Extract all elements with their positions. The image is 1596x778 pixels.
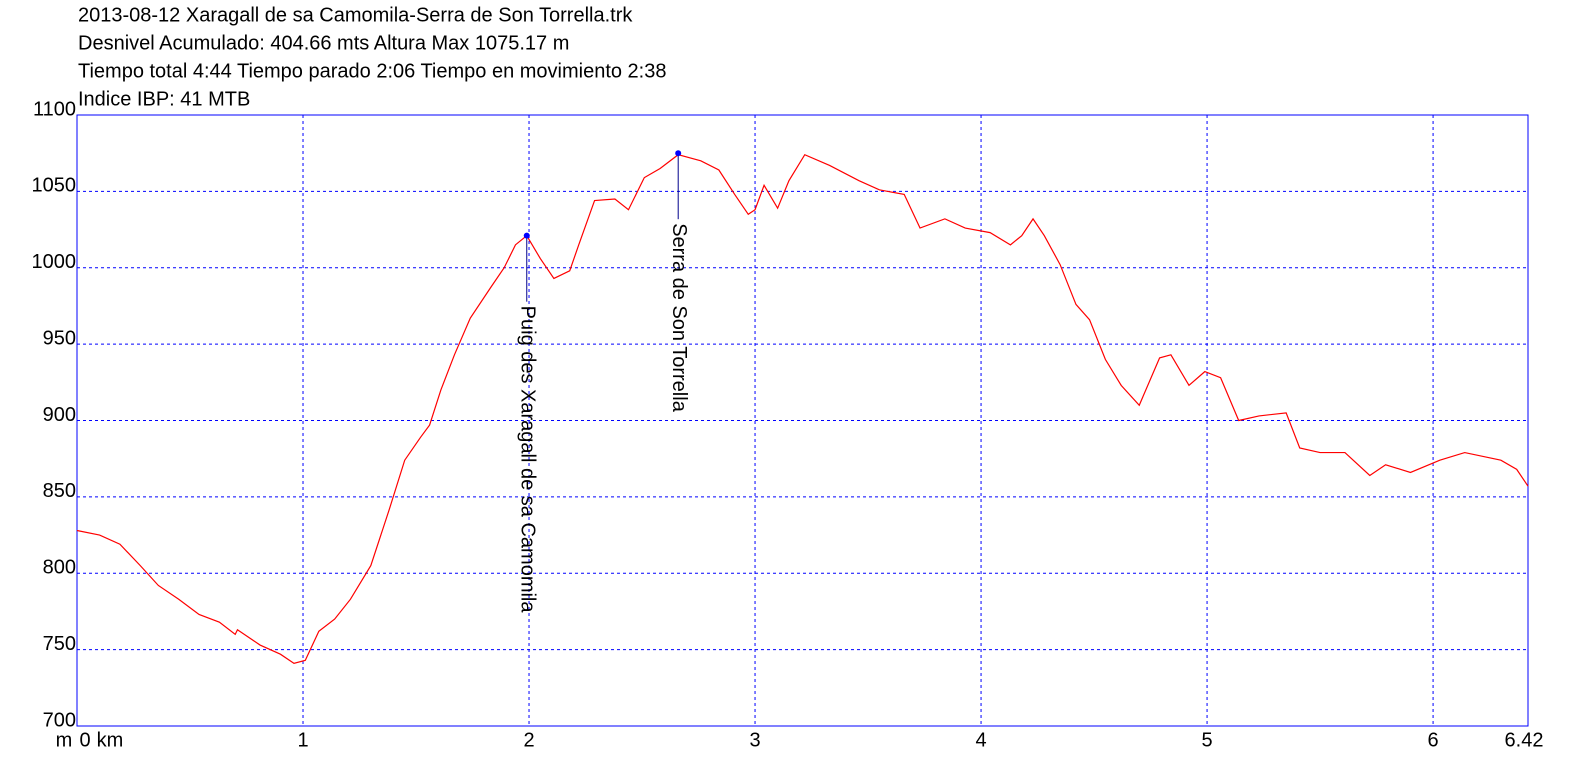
waypoint-dot xyxy=(523,232,530,239)
y-tick-label: 850 xyxy=(43,480,76,502)
y-tick-label: 1000 xyxy=(32,251,77,273)
y-tick-label: 1100 xyxy=(33,98,76,120)
elevation-line xyxy=(76,153,1529,665)
y-tick-label: 750 xyxy=(43,633,76,655)
y-tick-label: 1050 xyxy=(32,175,77,197)
x-tick-label: 1 xyxy=(297,729,308,751)
plot-frame xyxy=(76,114,1529,727)
title-line: Indice IBP: 41 MTB xyxy=(78,88,250,110)
x-tick-label: 3 xyxy=(749,729,760,751)
x-unit: km xyxy=(97,729,124,751)
waypoint-label: Serra de Son Torrella xyxy=(668,223,690,413)
x-tick-label: 6 xyxy=(1428,729,1439,751)
y-tick-label: 800 xyxy=(43,557,76,579)
waypoint-label: Puig des Xaragall de sa Camomila xyxy=(516,306,538,614)
waypoint-dot xyxy=(675,150,682,157)
title-line: 2013-08-12 Xaragall de sa Camomila-Serra… xyxy=(78,4,633,26)
x-tick-label: 5 xyxy=(1201,729,1212,751)
x-tick-label: 2 xyxy=(523,729,534,751)
title-line: Desnivel Acumulado: 404.66 mts Altura Ma… xyxy=(78,32,569,54)
y-tick-label: 700 xyxy=(43,709,76,731)
x-tick-label: 4 xyxy=(975,729,986,751)
x-tick-label: 0 xyxy=(79,729,90,751)
title-line: Tiempo total 4:44 Tiempo parado 2:06 Tie… xyxy=(78,60,667,82)
y-tick-label: 900 xyxy=(43,404,76,426)
y-tick-label: 950 xyxy=(43,327,76,349)
y-unit: m xyxy=(56,729,73,751)
x-tick-label: 6.42 xyxy=(1505,729,1544,751)
